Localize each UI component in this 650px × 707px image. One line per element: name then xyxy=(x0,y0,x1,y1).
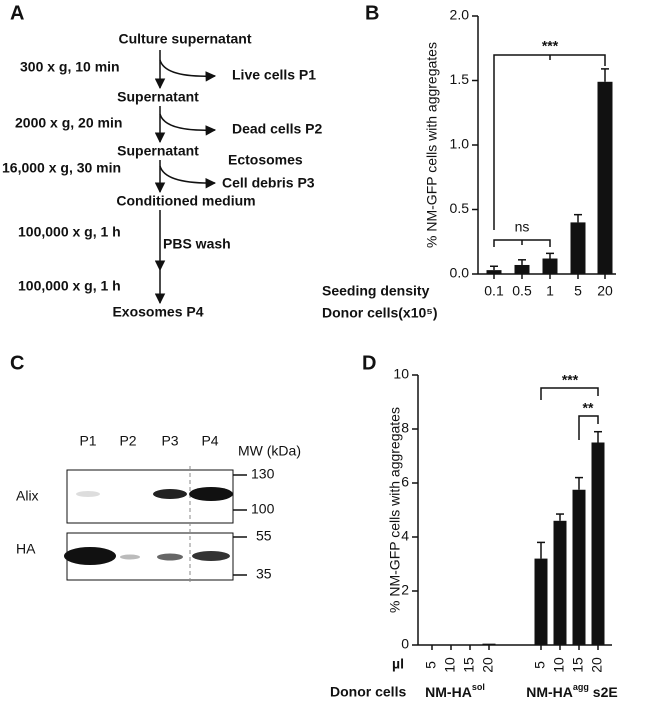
y-tick-label: 6 xyxy=(401,474,409,490)
x-tick-label: 20 xyxy=(597,283,613,299)
x-tick-label: 1 xyxy=(546,283,554,299)
node-label: PBS wash xyxy=(163,236,231,252)
mw-marker: 130 xyxy=(251,466,275,482)
significance-label: *** xyxy=(562,372,579,388)
y-tick-label: 10 xyxy=(393,366,409,382)
band xyxy=(157,553,183,561)
x-tick-label: 5 xyxy=(532,661,548,669)
significance-bracket xyxy=(493,54,606,230)
significance-label: *** xyxy=(542,38,559,54)
y-tick-label: 2 xyxy=(401,582,409,598)
group-sup: agg xyxy=(573,682,589,692)
mw-marker: 100 xyxy=(251,501,275,517)
group-sup: sol xyxy=(472,682,485,692)
x-axis-label: Donor cells(x10⁵) xyxy=(322,305,438,321)
significance-bracket xyxy=(578,415,599,440)
y-axis-title: % NM-GFP cells with aggregates xyxy=(424,42,440,248)
step-label: 300 x g, 10 min xyxy=(20,59,120,75)
step-label: 100,000 x g, 1 h xyxy=(18,278,121,294)
bar xyxy=(542,258,558,274)
x-tick-label: 10 xyxy=(442,657,458,673)
step-label: 100,000 x g, 1 h xyxy=(18,224,121,240)
y-tick-label: 8 xyxy=(401,420,409,436)
node-label: Supernatant xyxy=(117,89,199,105)
y-tick-label: 1.5 xyxy=(450,71,470,87)
bar xyxy=(534,558,548,645)
lane-label: P4 xyxy=(201,433,218,449)
significance-label: ** xyxy=(583,400,594,416)
group-title: Donor cells xyxy=(330,684,406,700)
bar xyxy=(591,442,605,645)
panel-label: A xyxy=(10,2,24,24)
node-label: Culture supernatant xyxy=(118,31,251,47)
node-label: Exosomes P4 xyxy=(112,304,203,320)
group-label: NM-HAsol xyxy=(425,682,485,699)
bar xyxy=(572,489,586,645)
x-tick-label: 0.1 xyxy=(484,283,504,299)
panel-label: B xyxy=(365,2,379,24)
pellet-label: Live cells P1 xyxy=(232,67,316,83)
panel-label: C xyxy=(10,352,24,374)
mw-label: MW (kDa) xyxy=(238,443,301,459)
lane-label: P1 xyxy=(79,433,96,449)
node-label: Supernatant xyxy=(117,143,199,159)
y-axis-title: % NM-GFP cells with aggregates xyxy=(387,407,403,613)
mw-marker: 35 xyxy=(256,566,272,582)
group-suffix: s2E xyxy=(589,684,618,700)
band xyxy=(153,489,187,499)
x-tick-label: 15 xyxy=(570,657,586,673)
lane-label: P3 xyxy=(161,433,178,449)
y-tick-label: 0.5 xyxy=(450,200,470,216)
mw-marker: 55 xyxy=(256,528,272,544)
y-tick-label: 4 xyxy=(401,528,409,544)
pellet-label: Ectosomes xyxy=(228,152,303,168)
significance-bracket xyxy=(540,387,599,400)
y-tick-label: 1.0 xyxy=(450,136,470,152)
bar xyxy=(486,270,502,274)
x-tick-label: 5 xyxy=(423,661,439,669)
arrows xyxy=(154,50,217,305)
significance-label: ns xyxy=(515,219,530,235)
y-tick-label: 2.0 xyxy=(450,7,470,23)
x-tick-label: 20 xyxy=(480,657,496,673)
band xyxy=(192,551,230,561)
band xyxy=(76,491,100,497)
bar xyxy=(482,643,496,645)
x-axis-label: µl xyxy=(392,656,404,672)
x-axis-label: Seeding density xyxy=(322,283,430,299)
significance-bracket xyxy=(493,239,551,247)
bar xyxy=(597,81,613,274)
group-label: NM-HAagg s2E xyxy=(526,682,617,699)
x-tick-label: 5 xyxy=(574,283,582,299)
group-name: NM-HA xyxy=(425,684,472,700)
lane-label: P2 xyxy=(119,433,136,449)
pellet-label: Cell debris P3 xyxy=(222,175,315,191)
x-tick-label: 10 xyxy=(551,657,567,673)
western-blot: P1 P2 P3 P4 MW (kDa) Alix HA 130 100 55 … xyxy=(16,433,301,584)
x-tick-label: 20 xyxy=(589,657,605,673)
bar xyxy=(553,520,567,645)
marker-ticks xyxy=(233,474,247,576)
band xyxy=(189,487,233,501)
x-tick-label: 15 xyxy=(461,657,477,673)
group-name: NM-HA xyxy=(526,684,573,700)
flow-diagram: Culture supernatant 300 x g, 10 min Live… xyxy=(2,31,322,320)
node-label: Conditioned medium xyxy=(116,193,255,209)
x-tick-label: 0.5 xyxy=(512,283,532,299)
row-label: HA xyxy=(16,541,36,557)
panel-label: D xyxy=(362,352,376,374)
pellet-label: Dead cells P2 xyxy=(232,121,322,137)
y-tick-label: 0.0 xyxy=(450,265,470,281)
band xyxy=(120,554,140,560)
bar xyxy=(570,222,586,274)
step-label: 2000 x g, 20 min xyxy=(15,115,122,131)
y-tick-label: 0 xyxy=(401,636,409,652)
step-label: 16,000 x g, 30 min xyxy=(2,160,121,176)
bar xyxy=(514,264,530,274)
row-label: Alix xyxy=(16,488,39,504)
band xyxy=(64,547,116,565)
